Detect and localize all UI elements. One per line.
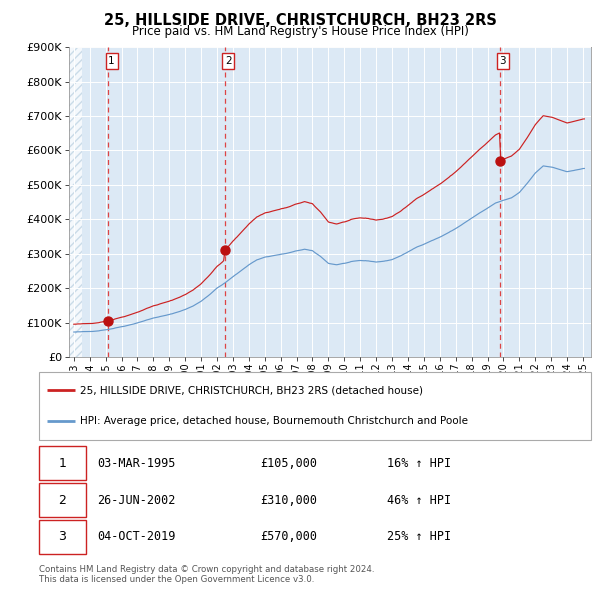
Text: 26-JUN-2002: 26-JUN-2002	[97, 493, 175, 507]
FancyBboxPatch shape	[39, 520, 86, 554]
Text: 25, HILLSIDE DRIVE, CHRISTCHURCH, BH23 2RS (detached house): 25, HILLSIDE DRIVE, CHRISTCHURCH, BH23 2…	[80, 385, 424, 395]
FancyBboxPatch shape	[39, 483, 86, 517]
Text: 25, HILLSIDE DRIVE, CHRISTCHURCH, BH23 2RS: 25, HILLSIDE DRIVE, CHRISTCHURCH, BH23 2…	[104, 13, 496, 28]
Text: 2: 2	[59, 493, 67, 507]
Text: £310,000: £310,000	[260, 493, 317, 507]
Text: 25% ↑ HPI: 25% ↑ HPI	[387, 530, 451, 543]
Text: 2: 2	[225, 56, 232, 66]
Text: This data is licensed under the Open Government Licence v3.0.: This data is licensed under the Open Gov…	[39, 575, 314, 584]
Text: £105,000: £105,000	[260, 457, 317, 470]
FancyBboxPatch shape	[39, 372, 591, 440]
Text: 04-OCT-2019: 04-OCT-2019	[97, 530, 175, 543]
Text: 3: 3	[500, 56, 506, 66]
Bar	[69, 47, 82, 357]
Text: Price paid vs. HM Land Registry's House Price Index (HPI): Price paid vs. HM Land Registry's House …	[131, 25, 469, 38]
Text: 16% ↑ HPI: 16% ↑ HPI	[387, 457, 451, 470]
Text: Contains HM Land Registry data © Crown copyright and database right 2024.: Contains HM Land Registry data © Crown c…	[39, 565, 374, 574]
Text: 3: 3	[59, 530, 67, 543]
Text: £570,000: £570,000	[260, 530, 317, 543]
Text: HPI: Average price, detached house, Bournemouth Christchurch and Poole: HPI: Average price, detached house, Bour…	[80, 416, 469, 426]
Text: 03-MAR-1995: 03-MAR-1995	[97, 457, 175, 470]
Text: 1: 1	[59, 457, 67, 470]
FancyBboxPatch shape	[39, 446, 86, 480]
Text: 46% ↑ HPI: 46% ↑ HPI	[387, 493, 451, 507]
Text: 1: 1	[109, 56, 115, 66]
